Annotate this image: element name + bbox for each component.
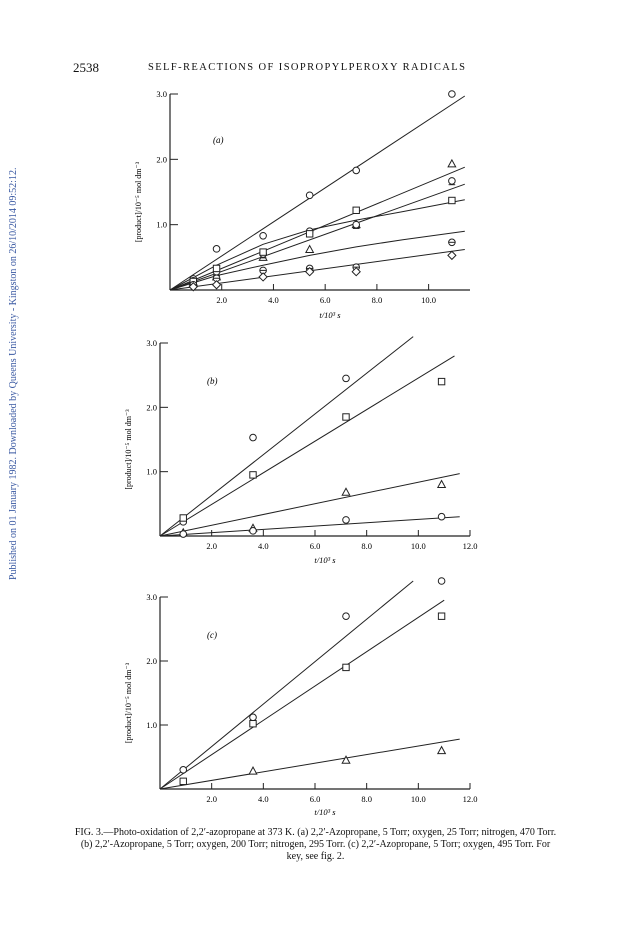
data-point-diamond <box>211 280 222 290</box>
y-tick-label: 3.0 <box>156 89 167 99</box>
data-point-circle <box>179 530 188 538</box>
data-point-circle <box>179 766 188 774</box>
y-tick-label: 2.0 <box>146 656 157 666</box>
x-tick-label: 10.0 <box>421 295 436 305</box>
data-point-diamond <box>304 266 315 277</box>
data-point-diamond <box>447 250 457 261</box>
x-tick-label: 4.0 <box>268 295 279 305</box>
x-tick-label: 12.0 <box>463 794 478 804</box>
x-tick-label: 6.0 <box>320 295 331 305</box>
data-point-square <box>249 471 257 479</box>
running-title: SELF-REACTIONS OF ISOPROPYLPEROXY RADICA… <box>148 62 467 73</box>
data-point-circle <box>342 516 350 524</box>
x-tick-label: 10.0 <box>411 541 426 551</box>
data-point-square <box>437 377 446 386</box>
data-point-circle <box>212 245 221 253</box>
y-tick-label: 1.0 <box>156 220 167 230</box>
y-tick-label: 1.0 <box>146 467 157 477</box>
panel-label: (b) <box>207 376 218 386</box>
y-axis-label: [product]/10⁻⁵ mol dm⁻³ <box>124 662 133 743</box>
chart-panel-2: 1.0 2.0 3.0 2.0 4.0 6.0 8.0 10.0 12.0 (b) t/10³ s [… <box>124 336 478 565</box>
data-point-circle <box>259 231 267 240</box>
data-point-circle <box>342 612 350 621</box>
fit-line-1 <box>159 336 414 537</box>
data-point-triangle <box>436 745 447 755</box>
fit-line-4 <box>159 516 460 537</box>
data-point-square <box>448 196 456 205</box>
data-point-circle <box>305 191 314 200</box>
panel-label: (a) <box>213 135 224 145</box>
data-point-square <box>179 777 187 786</box>
fit-line-3 <box>159 473 460 537</box>
data-point-circle-dot <box>448 177 456 185</box>
data-point-circle <box>437 577 446 585</box>
data-point-square <box>179 514 187 522</box>
data-point-triangle <box>341 487 351 496</box>
x-tick-label: 2.0 <box>206 794 217 804</box>
x-tick-label: 8.0 <box>372 295 383 305</box>
y-tick-label: 2.0 <box>156 154 167 164</box>
y-tick-label: 1.0 <box>146 720 157 730</box>
x-axis-label: t/10³ s <box>314 555 336 565</box>
data-point-circle <box>249 527 257 535</box>
fit-line-2 <box>159 355 455 537</box>
x-tick-label: 6.0 <box>310 541 321 551</box>
data-point-square <box>437 612 446 620</box>
y-tick-label: 3.0 <box>146 592 157 602</box>
data-point-square <box>342 413 350 421</box>
page-number: 2538 <box>73 60 99 75</box>
data-point-circle <box>448 90 456 98</box>
data-point-square <box>342 663 350 672</box>
data-point-triangle <box>436 479 447 489</box>
x-tick-label: 10.0 <box>411 794 426 804</box>
y-axis-label: [product]/10⁻⁵ mol dm⁻³ <box>124 409 133 490</box>
data-point-square <box>305 230 314 238</box>
data-point-circle <box>249 713 257 722</box>
y-axis-label: [product]/10⁻⁵ mol dm⁻³ <box>134 161 143 242</box>
fit-line-3 <box>159 738 460 790</box>
fit-line-1 <box>159 580 414 790</box>
x-tick-label: 4.0 <box>258 541 269 551</box>
data-point-square <box>352 206 360 214</box>
panel-label: (c) <box>207 630 217 640</box>
x-tick-label: 6.0 <box>310 794 321 804</box>
x-tick-label: 12.0 <box>463 541 478 551</box>
data-point-triangle <box>341 755 351 764</box>
chart-panel-1: 1.0 2.0 3.0 2.0 4.0 6.0 8.0 10.0 (a) t/10³ s [prod… <box>134 89 470 320</box>
data-point-diamond <box>351 266 361 277</box>
data-point-circle <box>352 166 361 175</box>
data-point-triangle <box>305 244 315 253</box>
x-tick-label: 8.0 <box>361 541 372 551</box>
data-point-triangle <box>447 158 457 168</box>
data-point-diamond <box>188 282 198 292</box>
data-point-circle <box>342 374 350 383</box>
x-tick-label: 8.0 <box>361 794 372 804</box>
data-point-square <box>259 248 267 256</box>
x-tick-label: 2.0 <box>216 295 227 305</box>
figure-caption: FIG. 3.—Photo-oxidation of 2,2′-azopropa… <box>74 827 557 862</box>
fit-line-2 <box>159 599 445 790</box>
y-tick-label: 2.0 <box>146 402 157 412</box>
x-axis-label: t/10³ s <box>314 807 336 817</box>
data-point-circle <box>437 512 446 521</box>
data-point-triangle <box>248 766 258 775</box>
data-point-square <box>212 264 221 273</box>
y-tick-label: 3.0 <box>146 338 157 348</box>
x-tick-label: 2.0 <box>206 541 217 551</box>
data-point-circle-dot <box>352 220 361 229</box>
fit-line-1 <box>169 95 466 291</box>
x-tick-label: 4.0 <box>258 794 269 804</box>
data-point-circle <box>249 433 257 442</box>
chart-panel-3: 1.0 2.0 3.0 2.0 4.0 6.0 8.0 10.0 12.0 (c) t/10³ s [… <box>124 577 478 817</box>
x-axis-label: t/10³ s <box>319 310 341 320</box>
data-point-square <box>249 720 257 728</box>
data-point-diamond <box>258 272 268 282</box>
